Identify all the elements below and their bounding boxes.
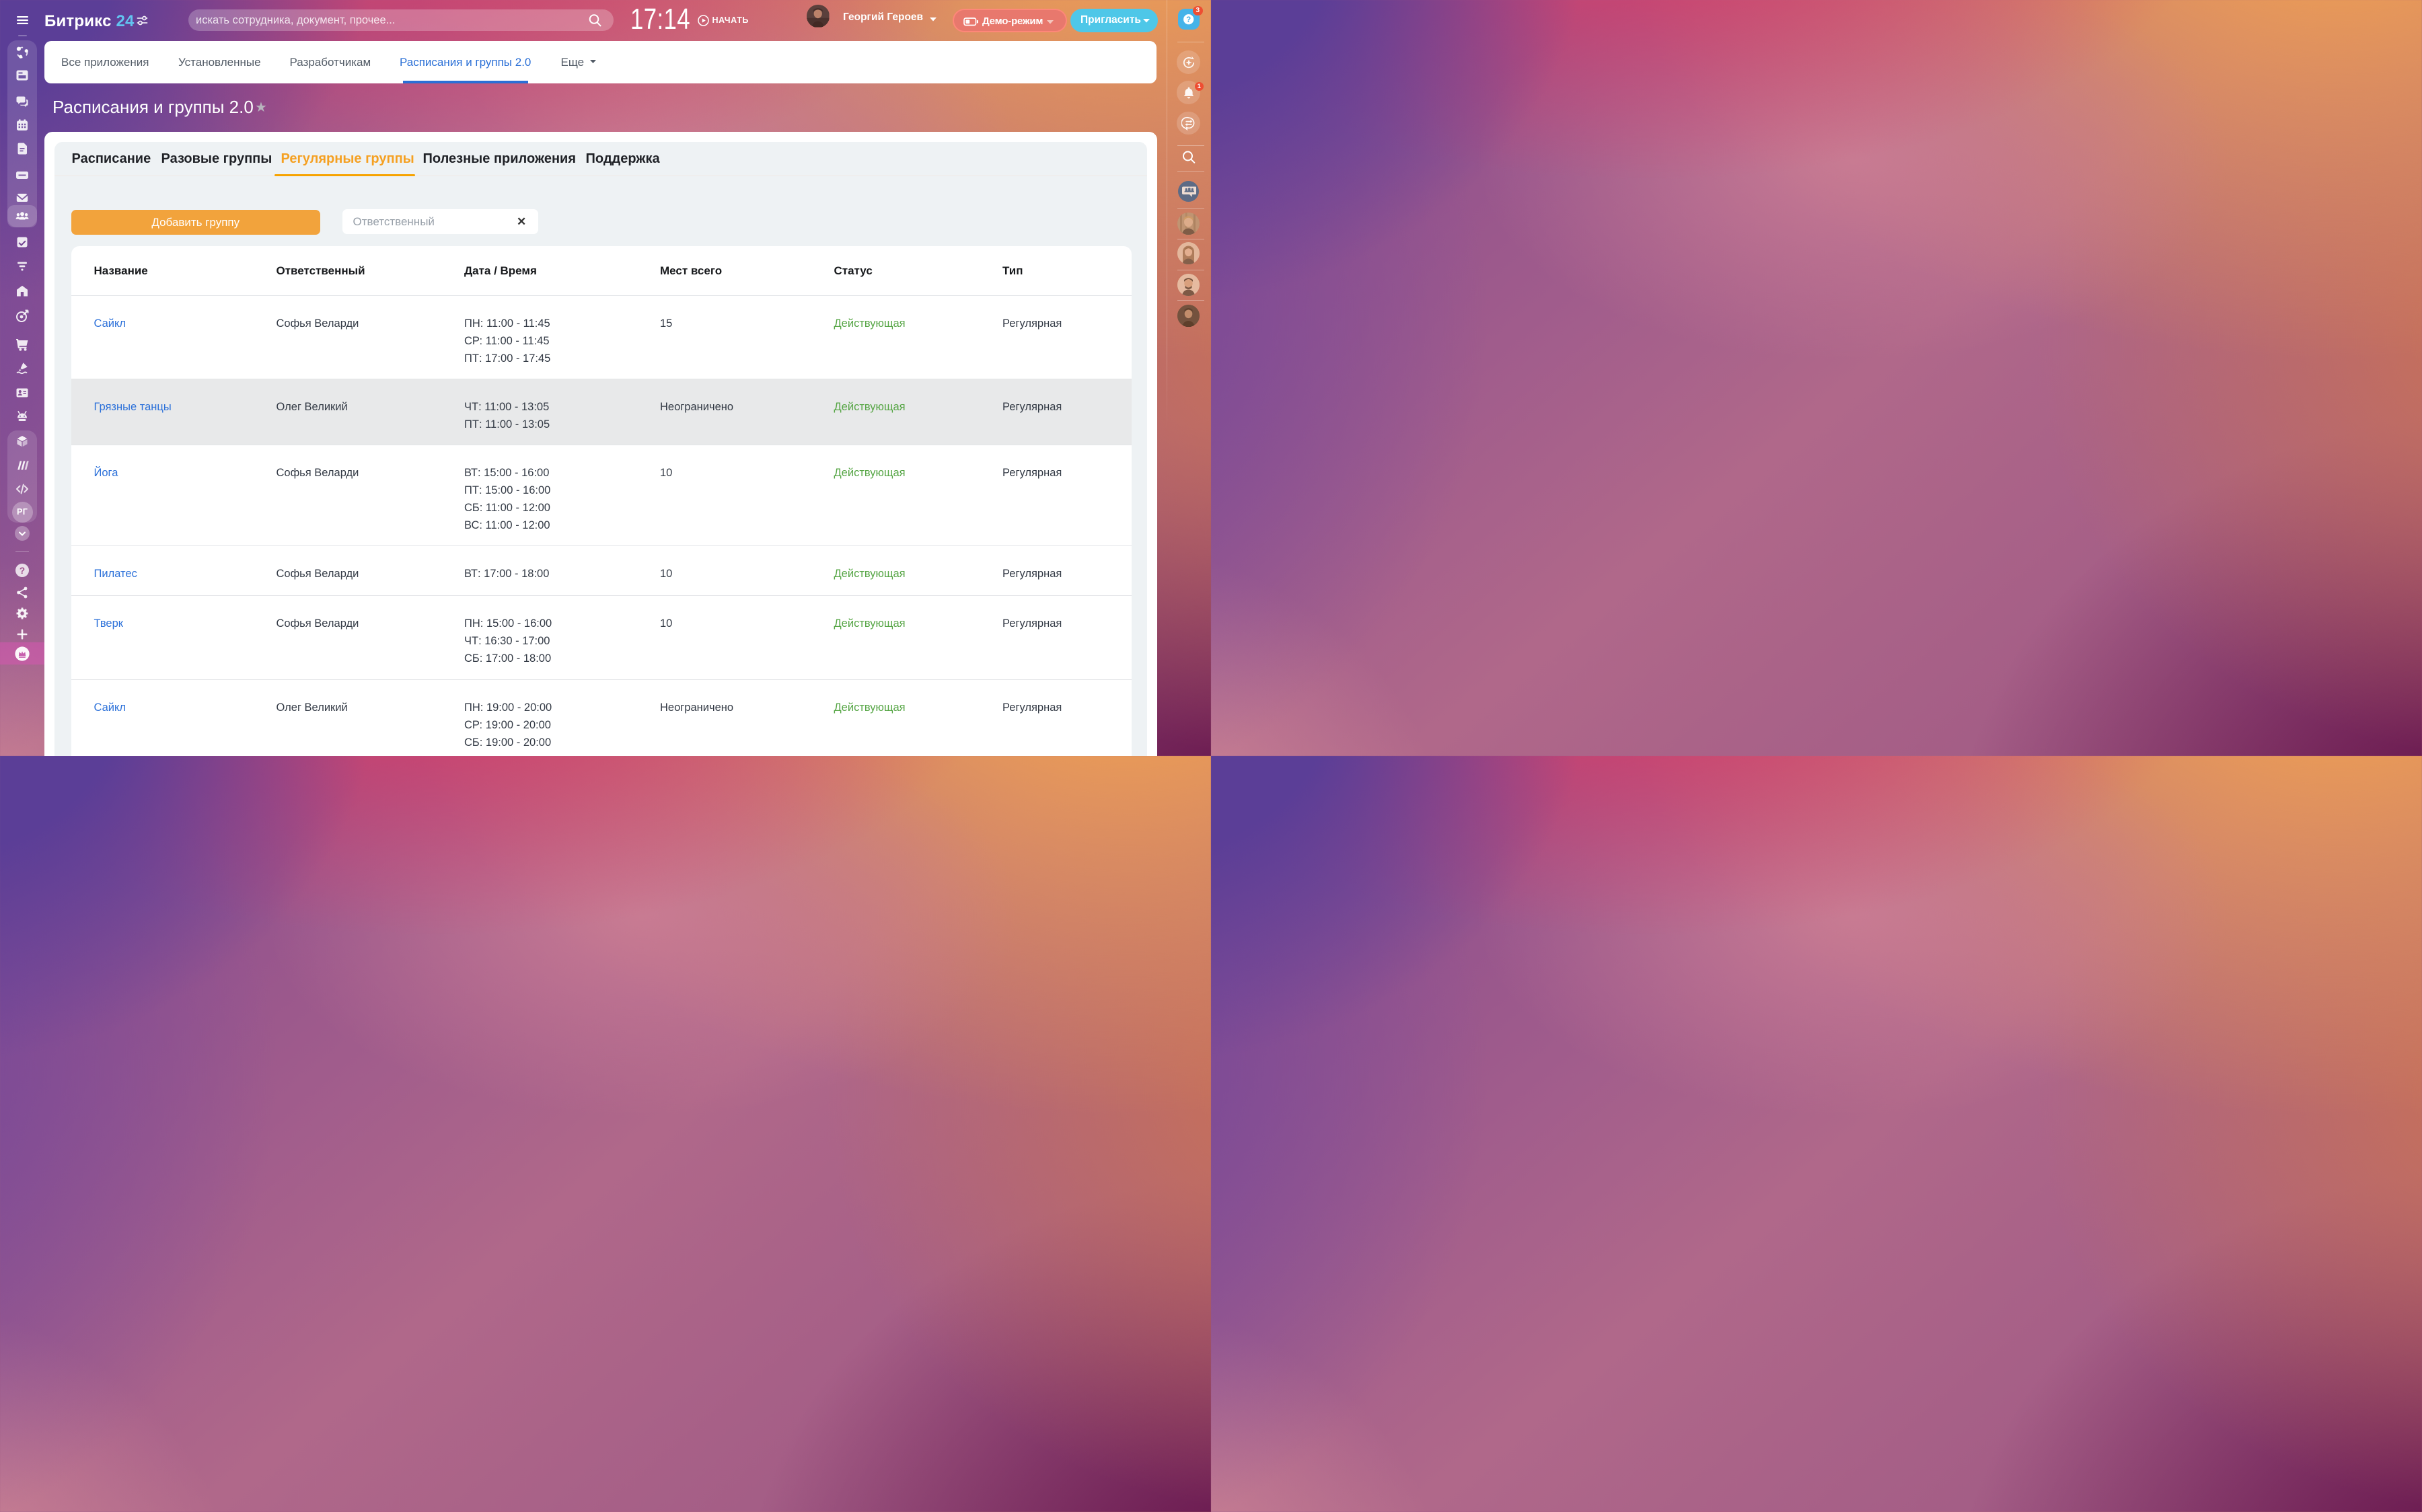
svg-text:?: ? bbox=[1186, 16, 1191, 24]
svg-text:?: ? bbox=[20, 566, 25, 576]
